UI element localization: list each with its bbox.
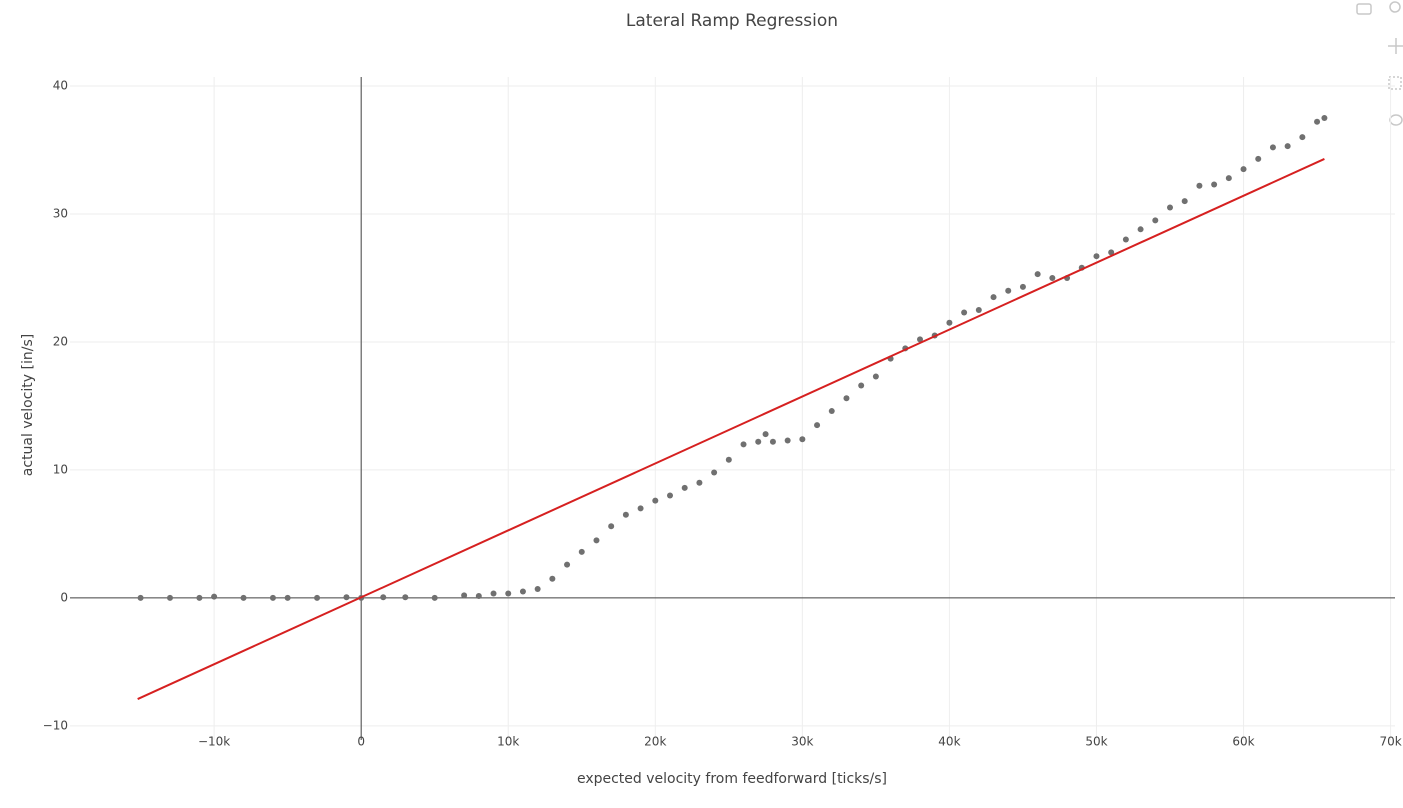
x-tick-label: −10k xyxy=(198,735,230,749)
scatter-point xyxy=(505,590,512,597)
y-tick-label: −10 xyxy=(43,718,68,732)
scatter-point xyxy=(667,492,673,499)
scatter-point xyxy=(762,431,769,438)
y-tick-label: 20 xyxy=(53,334,68,348)
scatter-point xyxy=(814,422,821,429)
scatter-point xyxy=(652,497,659,504)
x-tick-label: 40k xyxy=(938,735,960,749)
scatter-point xyxy=(1049,274,1056,281)
scatter-point xyxy=(975,306,982,313)
scatter-point xyxy=(755,438,762,445)
scatter-point xyxy=(380,594,387,601)
y-tick-label: 0 xyxy=(60,590,68,604)
y-tick-label: 40 xyxy=(53,78,68,92)
scatter-point xyxy=(240,594,247,601)
scatter-point xyxy=(917,336,923,343)
scatter-point xyxy=(1269,144,1276,151)
pan-icon[interactable] xyxy=(1388,38,1403,54)
regression-line xyxy=(137,158,1325,700)
scatter-point xyxy=(211,593,218,600)
x-tick-label: 70k xyxy=(1379,735,1401,749)
camera-icon[interactable] xyxy=(1356,3,1372,15)
y-tick-label: 10 xyxy=(53,462,68,476)
scatter-point xyxy=(843,395,850,402)
scatter-point xyxy=(828,408,835,415)
scatter-point xyxy=(1196,182,1203,189)
scatter-point xyxy=(490,590,497,597)
scatter-point xyxy=(1181,198,1188,205)
scatter-point xyxy=(1152,217,1159,224)
x-tick-label: 60k xyxy=(1232,735,1254,749)
scatter-point xyxy=(1108,249,1115,256)
scatter-point xyxy=(711,469,718,476)
scatter-point xyxy=(961,309,968,316)
scatter-point xyxy=(1240,166,1247,173)
scatter-point xyxy=(269,594,276,601)
scatter-point xyxy=(284,594,291,601)
x-tick-label: 20k xyxy=(644,735,666,749)
scatter-point xyxy=(343,594,350,601)
x-tick-label: 10k xyxy=(497,735,519,749)
scatter-point xyxy=(461,592,468,599)
scatter-point xyxy=(578,548,585,555)
scatter-point xyxy=(1225,175,1232,182)
scatter-point xyxy=(1167,204,1173,211)
scatter-point xyxy=(696,479,703,486)
modebar xyxy=(1356,1,1403,126)
scatter-point xyxy=(402,594,409,601)
scatter-point xyxy=(1034,271,1041,278)
scatter-point xyxy=(725,456,732,463)
scatter-point xyxy=(564,561,571,568)
scatter-point xyxy=(990,294,997,301)
scatter-point xyxy=(137,594,144,601)
scatter-point xyxy=(1299,134,1306,141)
x-tick-label: 50k xyxy=(1085,735,1107,749)
scatter-point xyxy=(1314,118,1321,125)
scatter-point xyxy=(549,575,556,582)
scatter-point xyxy=(593,537,600,544)
scatter-point xyxy=(872,373,879,380)
lasso-icon[interactable] xyxy=(1389,114,1403,126)
scatter-point xyxy=(946,319,953,326)
x-tick-label: 30k xyxy=(791,735,813,749)
zoom-icon[interactable] xyxy=(1389,1,1401,13)
scatter-point xyxy=(1321,114,1328,121)
scatter-point xyxy=(608,523,615,530)
scatter-point xyxy=(681,484,688,491)
scatter-point xyxy=(622,511,629,518)
scatter-point xyxy=(314,594,321,601)
scatter-point xyxy=(1005,287,1012,294)
scatter-point xyxy=(784,437,791,444)
scatter-point xyxy=(1284,143,1291,150)
scatter-point xyxy=(740,441,747,448)
scatter-point xyxy=(637,505,644,512)
scatter-point xyxy=(519,588,526,595)
chart-title: Lateral Ramp Regression xyxy=(626,11,838,31)
y-axis-label: actual velocity [in/s] xyxy=(20,334,36,476)
scatter-point xyxy=(1137,226,1144,233)
scatter-point xyxy=(858,382,865,389)
scatter-point xyxy=(1255,155,1262,162)
scatter-point xyxy=(196,594,203,601)
scatter-point xyxy=(475,593,482,600)
x-axis-label: expected velocity from feedforward [tick… xyxy=(577,771,887,787)
x-tick-label: 0 xyxy=(357,735,365,749)
scatter-point xyxy=(1211,181,1218,188)
scatter-point xyxy=(1122,236,1129,243)
scatter-point xyxy=(534,585,541,592)
scatter-point xyxy=(1093,253,1100,260)
scatter-point xyxy=(769,438,776,445)
scatter-point xyxy=(799,436,806,443)
box-select-icon[interactable] xyxy=(1388,76,1402,90)
scatter-point xyxy=(431,594,438,601)
scatter-point xyxy=(1019,283,1026,290)
scatter-point xyxy=(167,594,173,601)
y-tick-label: 30 xyxy=(53,206,68,220)
